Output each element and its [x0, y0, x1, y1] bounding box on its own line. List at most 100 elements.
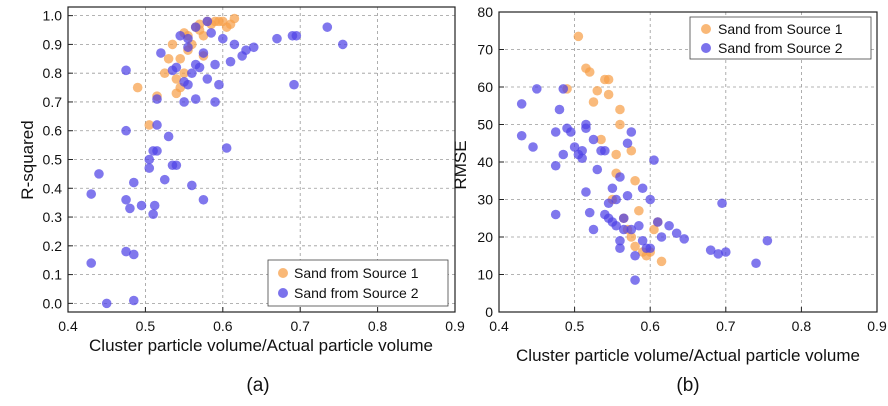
x-tick-label: 0.6: [640, 318, 660, 334]
data-point-series-2: [611, 220, 621, 231]
data-point-series-1: [171, 74, 182, 84]
data-point-series-2: [322, 22, 333, 32]
data-point-series-2: [645, 243, 655, 254]
x-tick-label: 0.6: [213, 318, 233, 334]
legend: Sand from Source 1 Sand from Source 2: [267, 259, 449, 307]
data-point-series-2: [179, 97, 189, 107]
data-point-series-2: [225, 56, 236, 67]
x-tick-label: 0.9: [445, 318, 465, 334]
data-point-series-2: [144, 163, 155, 173]
data-point-series-2: [187, 68, 197, 78]
y-tick-label: 0.1: [43, 267, 63, 283]
y-tick-label: 20: [477, 229, 493, 245]
x-tick-label: 0.4: [489, 318, 509, 334]
data-point-series-2: [751, 258, 761, 269]
data-point-series-2: [588, 224, 599, 235]
data-point-series-2: [622, 138, 633, 149]
legend-label-series-1: Sand from Source 1: [294, 265, 419, 281]
data-point-series-2: [626, 224, 637, 235]
data-point-series-2: [101, 298, 112, 309]
data-point-series-2: [128, 249, 139, 260]
data-point-series-2: [190, 94, 201, 104]
data-point-series-2: [630, 275, 640, 285]
data-point-series-2: [577, 153, 587, 164]
data-point-series-2: [577, 145, 587, 156]
data-point-series-2: [148, 209, 158, 219]
y-tick-label: 0.4: [43, 180, 63, 196]
data-point-series-2: [291, 30, 302, 41]
legend-label-series-2: Sand from Source 2: [718, 40, 843, 56]
data-point-series-2: [214, 79, 224, 90]
data-point-series-2: [248, 42, 259, 53]
data-point-series-2: [615, 235, 625, 246]
data-point-series-2: [717, 198, 727, 209]
data-point-series-2: [210, 59, 220, 70]
data-point-series-2: [615, 243, 625, 254]
data-point-series-2: [152, 94, 162, 104]
data-point-series-2: [94, 169, 104, 179]
data-point-series-2: [121, 194, 131, 205]
data-point-series-2: [128, 177, 139, 188]
data-point-series-2: [630, 250, 640, 261]
data-point-series-2: [152, 120, 162, 130]
data-point-series-2: [149, 200, 160, 211]
y-tick-label: 40: [477, 154, 493, 170]
data-point-series-2: [337, 39, 348, 50]
data-point-series-2: [622, 190, 633, 201]
data-point-series-2: [136, 200, 147, 211]
panel-label-b: (b): [676, 375, 699, 396]
data-point-series-2: [516, 130, 527, 141]
data-point-series-2: [615, 172, 625, 182]
data-point-series-1: [171, 88, 182, 99]
y-tick-label: 70: [477, 42, 493, 58]
data-point-series-2: [183, 33, 193, 44]
data-point-series-2: [171, 62, 182, 73]
data-point-series-2: [645, 194, 655, 205]
data-point-series-2: [592, 164, 603, 175]
data-point-series-2: [558, 149, 569, 160]
data-point-series-2: [210, 97, 220, 107]
x-tick-label: 0.7: [716, 318, 736, 334]
x-tick-label: 0.8: [368, 318, 388, 334]
data-point-series-1: [615, 119, 625, 130]
data-point-series-2: [241, 45, 251, 55]
legend-marker-series-1: [278, 268, 288, 278]
data-point-series-2: [569, 142, 580, 152]
data-point-series-2: [156, 48, 166, 58]
data-point-series-1: [615, 104, 625, 115]
data-point-series-2: [584, 207, 595, 218]
y-axis-label: R-squared: [18, 120, 37, 199]
data-point-series-2: [671, 228, 682, 239]
data-point-series-2: [581, 123, 591, 134]
data-point-series-1: [626, 232, 637, 242]
data-point-series-2: [183, 42, 193, 53]
data-point-series-2: [762, 235, 773, 246]
data-point-series-1: [630, 241, 640, 252]
data-point-series-2: [607, 183, 618, 194]
data-point-series-2: [86, 189, 97, 199]
data-point-series-2: [528, 142, 538, 152]
data-point-series-2: [198, 194, 209, 205]
data-point-series-1: [649, 224, 659, 235]
data-point-series-2: [656, 232, 667, 242]
data-point-series-2: [603, 198, 614, 209]
data-point-series-2: [206, 28, 216, 38]
data-point-series-1: [144, 120, 155, 130]
data-point-series-2: [721, 247, 731, 257]
data-point-series-2: [183, 79, 193, 90]
data-point-series-2: [649, 155, 659, 165]
data-point-series-2: [152, 146, 162, 156]
data-point-series-2: [289, 79, 299, 90]
data-point-series-2: [121, 246, 131, 257]
legend-label-series-1: Sand from Source 1: [718, 21, 843, 37]
data-point-series-2: [194, 62, 205, 73]
y-tick-label: 10: [477, 267, 493, 283]
y-tick-label: 80: [477, 4, 493, 20]
data-point-series-2: [272, 33, 282, 44]
x-tick-label: 0.5: [565, 318, 585, 334]
data-point-series-2: [588, 134, 599, 145]
y-tick-label: 0.3: [43, 209, 63, 225]
data-point-series-2: [128, 295, 139, 306]
data-point-series-2: [550, 160, 561, 171]
y-tick-label: 0.2: [43, 238, 63, 254]
